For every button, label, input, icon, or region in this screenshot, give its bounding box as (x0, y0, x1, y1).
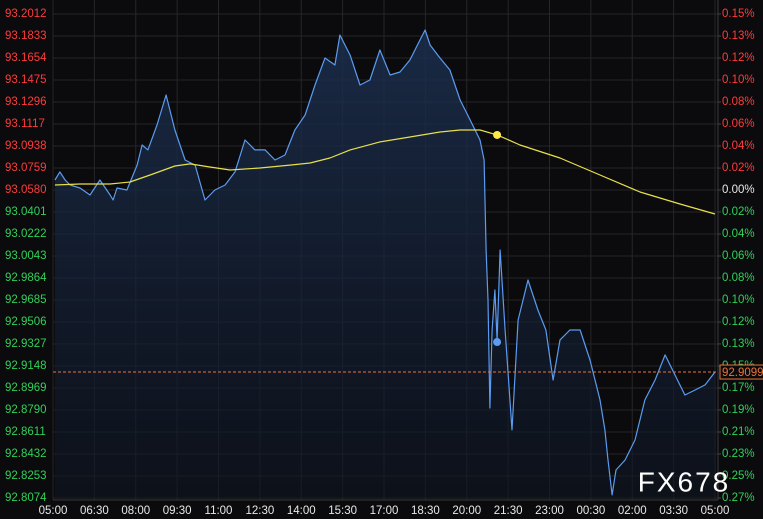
x-tick-label: 05:00 (39, 505, 68, 517)
y-tick-label: 92.9506 (5, 316, 47, 328)
x-tick-label: 05:00 (701, 505, 730, 517)
x-tick-label: 18:30 (411, 505, 440, 517)
y-tick-label: 93.2012 (5, 8, 47, 20)
y2-tick-label: 0.13% (722, 338, 755, 350)
x-tick-label: 03:30 (659, 505, 688, 517)
y-tick-label: 92.9685 (5, 294, 47, 306)
y-tick-label: 93.1654 (5, 52, 47, 64)
y-tick-label: 92.9864 (5, 272, 47, 284)
marker (493, 130, 502, 139)
y-tick-label: 93.0580 (5, 184, 47, 196)
y-tick-label: 92.9327 (5, 338, 47, 350)
y2-tick-label: 0.19% (722, 404, 755, 416)
y2-tick-label: 0.12% (722, 316, 755, 328)
plot-area (53, 29, 718, 498)
line (54, 29, 716, 496)
y-tick-label: 93.1475 (5, 74, 47, 86)
last-price-label: 92.9099 (722, 367, 763, 379)
y-tick-label: 93.0401 (5, 206, 47, 218)
watermark: FX678 (638, 466, 731, 497)
x-tick-label: 12:30 (245, 505, 274, 517)
area (54, 30, 715, 498)
y2-tick-label: 0.00% (722, 184, 755, 196)
y2-tick-label: 0.04% (722, 140, 755, 152)
y2-tick-label: 0.02% (722, 206, 755, 218)
y2-tick-label: 0.06% (722, 118, 755, 130)
y2-tick-label: 0.23% (722, 448, 755, 460)
y2-tick-label: 0.13% (722, 30, 755, 42)
y-tick-label: 93.0222 (5, 228, 47, 240)
y2-tick-label: 0.04% (722, 228, 755, 240)
x-tick-label: 08:00 (121, 505, 150, 517)
axis-labels: 93.2012 93.1833 93.1654 93.1475 93.1296 93.11… (5, 8, 763, 517)
x-tick-label: 11:00 (205, 505, 233, 517)
y2-tick-label: 0.10% (722, 294, 755, 306)
y-tick-label: 92.9148 (5, 360, 47, 372)
y-tick-label: 93.0043 (5, 250, 47, 262)
y2-tick-label: 0.08% (722, 272, 755, 284)
x-tick-label: 17:00 (370, 505, 399, 517)
x-tick-label: 20:00 (452, 505, 481, 517)
y2-tick-label: 0.25% (722, 470, 755, 482)
x-tick-label: 09:30 (163, 505, 192, 517)
y2-tick-label: 0.12% (722, 52, 755, 64)
x-tick-label: 00:30 (576, 505, 605, 517)
y2-tick-label: 0.21% (722, 426, 755, 438)
y-tick-label: 93.1833 (5, 30, 47, 42)
x-tick-label: 15:30 (328, 505, 357, 517)
x-tick-label: 14:00 (287, 505, 316, 517)
marker (493, 338, 502, 347)
y2-tick-label: 0.06% (722, 250, 755, 262)
y-tick-label: 93.0938 (5, 140, 47, 152)
x-tick-label: 21:30 (494, 505, 523, 517)
y-tick-label: 92.8074 (5, 492, 47, 504)
y-tick-label: 93.1296 (5, 96, 47, 108)
x-tick-label: 06:30 (80, 505, 109, 517)
y-tick-label: 92.8253 (5, 470, 47, 482)
y-tick-label: 93.1117 (5, 118, 45, 130)
y2-tick-label: 0.27% (722, 492, 755, 504)
y-tick-label: 92.8790 (5, 404, 47, 416)
y-tick-label: 92.8432 (5, 448, 47, 460)
y-tick-label: 93.0759 (5, 162, 47, 174)
y2-tick-label: 0.02% (722, 162, 755, 174)
last-price-box (719, 364, 763, 380)
y2-tick-label: 0.15% (722, 8, 755, 20)
y-tick-label: 92.8611 (5, 426, 46, 438)
x-tick-label: 02:00 (618, 505, 647, 517)
y2-tick-label: 0.17% (722, 382, 755, 394)
line (54, 129, 716, 215)
y2-tick-label: 0.08% (722, 96, 755, 108)
x-tick-label: 23:00 (535, 505, 564, 517)
y-tick-label: 92.8969 (5, 382, 47, 394)
y2-tick-label: 0.10% (722, 74, 755, 86)
